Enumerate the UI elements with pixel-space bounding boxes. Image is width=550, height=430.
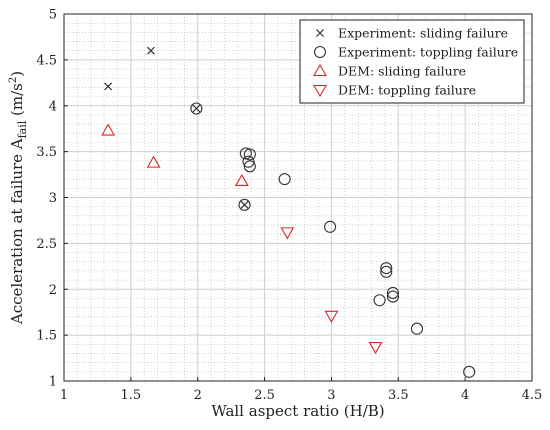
- y-axis-label-superscript: 2: [8, 77, 19, 83]
- y-tick-label: 1.5: [36, 329, 57, 344]
- x-tick-label: 2.5: [254, 388, 275, 403]
- legend-label: DEM: sliding failure: [338, 64, 466, 79]
- x-tick-label: 4: [461, 388, 469, 403]
- grid: [63, 13, 533, 382]
- legend-marker-x-stroke: [316, 29, 324, 37]
- data-point-circle: [463, 365, 476, 378]
- data-point-triangle-down: [368, 342, 383, 355]
- data-point-circle: [373, 294, 386, 307]
- data-point-circle: [239, 147, 252, 160]
- data-point-x-stroke: [192, 104, 201, 113]
- legend-label: Experiment: toppling failure: [338, 45, 518, 60]
- data-point-circle: [380, 265, 393, 278]
- data-point-circle: [324, 220, 337, 233]
- legend-marker-triangle-down: [313, 84, 327, 98]
- data-point-x: [146, 46, 155, 55]
- legend-marker-circle: [313, 45, 327, 59]
- series-circle: [190, 102, 476, 378]
- x-tick-label: 2: [194, 388, 202, 403]
- data-point-triangle-down: [324, 310, 339, 323]
- data-point-circle: [243, 160, 256, 173]
- legend-marker-triangle-up: [313, 63, 327, 77]
- x-tick-label: 1: [60, 388, 68, 403]
- data-points: [101, 46, 476, 378]
- data-point-circle: [386, 286, 399, 299]
- data-point-circle: [242, 155, 255, 168]
- legend-box: [299, 19, 525, 104]
- data-point-circle: [238, 198, 251, 211]
- y-tick-label: 3: [49, 191, 57, 206]
- data-point-x: [104, 82, 113, 91]
- y-axis-label-subscript: fail: [16, 120, 29, 138]
- y-tick-label: 2.5: [36, 237, 57, 252]
- y-axis-label: Acceleration at failure Afail (m/s2): [8, 71, 29, 325]
- x-tick-label: 3.5: [388, 388, 409, 403]
- data-point-x-stroke: [146, 46, 155, 55]
- data-point-x-stroke: [104, 82, 113, 91]
- series-x: [104, 46, 249, 209]
- legend: Experiment: sliding failure Experiment: t…: [299, 19, 525, 104]
- legend-label: DEM: toppling failure: [338, 83, 476, 98]
- legend-marker-x: [316, 29, 324, 37]
- y-tick-label: 4.5: [36, 53, 57, 68]
- data-point-triangle-down: [280, 227, 295, 240]
- y-axis-label-unit-end: ): [8, 71, 26, 77]
- x-tick-label: 3: [327, 388, 335, 403]
- data-point-circle: [410, 322, 424, 335]
- y-tick-label: 5: [49, 8, 57, 23]
- series-triangle-down: [280, 227, 383, 355]
- series-triangle-up: [101, 123, 249, 187]
- data-point-triangle-up: [101, 123, 116, 136]
- x-axis-label: Wall aspect ratio (H/B): [211, 402, 384, 420]
- legend-label: Experiment: sliding failure: [338, 26, 508, 41]
- y-tick-label: 1: [49, 375, 57, 390]
- y-tick-label: 4: [49, 99, 57, 114]
- data-point-circle: [243, 148, 256, 161]
- data-point-circle: [278, 173, 291, 186]
- y-tick-label: 2: [49, 283, 57, 298]
- data-point-circle: [190, 102, 203, 115]
- x-tick-label: 1.5: [121, 388, 142, 403]
- x-tick-label: 4.5: [522, 388, 543, 403]
- tick-labels: 1 1.5 2 2.5 3 3.5 4 4.5 1 1.5 2 2.5 3 3.5 4 4.5 5: [36, 8, 542, 404]
- data-point-x: [192, 104, 201, 113]
- data-point-x-stroke: [240, 200, 249, 209]
- data-point-x: [240, 200, 249, 209]
- y-tick-label: 3.5: [36, 145, 57, 160]
- data-point-triangle-up: [234, 173, 249, 187]
- y-axis-label-unit: (m/s: [8, 83, 26, 121]
- data-point-circle: [380, 262, 393, 275]
- plot-frame: [63, 13, 533, 382]
- data-point-triangle-up: [146, 155, 161, 168]
- y-axis-label-main: Acceleration at failure A: [8, 138, 26, 325]
- data-point-circle: [386, 290, 399, 303]
